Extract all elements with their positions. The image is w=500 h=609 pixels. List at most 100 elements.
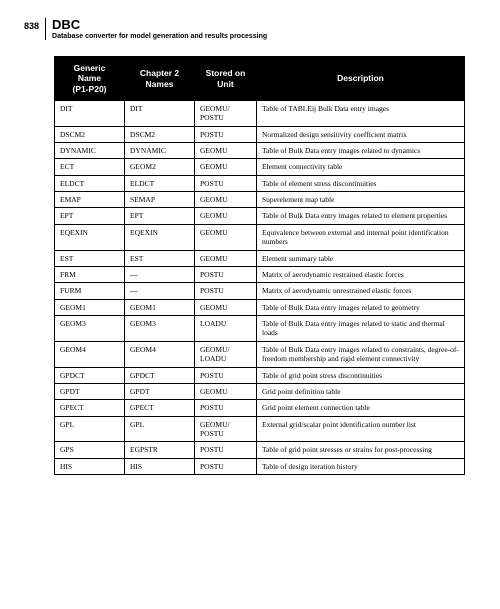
table-cell: GPDCT — [125, 367, 195, 383]
table-cell: Element summary table — [257, 250, 465, 266]
table-cell: Table of Bulk Data entry images related … — [257, 208, 465, 224]
table-cell: EPT — [55, 208, 125, 224]
table-cell: GEOM4 — [125, 341, 195, 367]
table-cell: EQEXIN — [125, 224, 195, 250]
table-cell: POSTU — [195, 400, 257, 416]
table-cell: GEOMU — [195, 208, 257, 224]
table-row: EQEXINEQEXINGEOMUEquivalence between ext… — [55, 224, 465, 250]
table-cell: GEOMU — [195, 159, 257, 175]
table-row: DITDITGEOMU/POSTUTable of TABLEij Bulk D… — [55, 100, 465, 126]
table-cell: HIS — [125, 458, 195, 474]
table-row: FRM---POSTUMatrix of aerodynamic restrai… — [55, 266, 465, 282]
table-row: GEOM4GEOM4GEOMU/LOADUTable of Bulk Data … — [55, 341, 465, 367]
table-row: GPSEGPSTRPOSTUTable of grid point stress… — [55, 442, 465, 458]
table-cell: Table of element stress discontinuities — [257, 175, 465, 191]
table-cell: Table of TABLEij Bulk Data entry images — [257, 100, 465, 126]
table-cell: EST — [125, 250, 195, 266]
table-cell: Equivalence between external and interna… — [257, 224, 465, 250]
table-row: GPECTGPECTPOSTUGrid point element connec… — [55, 400, 465, 416]
column-header: Stored onUnit — [195, 57, 257, 101]
table-cell: FRM — [55, 266, 125, 282]
table-cell: DYNAMIC — [55, 142, 125, 158]
table-cell: GEOM1 — [55, 299, 125, 315]
table-cell: DSCM2 — [55, 126, 125, 142]
table-cell: Table of Bulk Data entry images related … — [257, 316, 465, 342]
table-cell: Element connectivity table — [257, 159, 465, 175]
column-header: GenericName(P1-P20) — [55, 57, 125, 101]
table-cell: GEOM2 — [125, 159, 195, 175]
table-cell: GEOMU — [195, 299, 257, 315]
table-cell: GPDCT — [55, 367, 125, 383]
table-cell: GEOMU — [195, 383, 257, 399]
table-cell: --- — [125, 283, 195, 299]
table-header: GenericName(P1-P20)Chapter 2NamesStored … — [55, 57, 465, 101]
table-cell: ELDCT — [125, 175, 195, 191]
title-block: DBC Database converter for model generat… — [52, 18, 267, 40]
table-row: ESTESTGEOMU Element summary table — [55, 250, 465, 266]
table-cell: DYNAMIC — [125, 142, 195, 158]
table-cell: Table of Bulk Data entry images related … — [257, 142, 465, 158]
table-cell: GPS — [55, 442, 125, 458]
table-cell: External grid/scalar point identificatio… — [257, 416, 465, 442]
page-header: 838 DBC Database converter for model gen… — [24, 18, 476, 40]
table-cell: ELDCT — [55, 175, 125, 191]
table-cell: GPECT — [55, 400, 125, 416]
table-cell: GPDT — [55, 383, 125, 399]
table-cell: GEOMU/POSTU — [195, 416, 257, 442]
page-subtitle: Database converter for model generation … — [52, 33, 267, 40]
table-row: ECTGEOM2GEOMUElement connectivity table — [55, 159, 465, 175]
table-row: GPDCTGPDCTPOSTUTable of grid point stres… — [55, 367, 465, 383]
table-cell: GEOM4 — [55, 341, 125, 367]
table-cell: GPECT — [125, 400, 195, 416]
table-cell: Table of Bulk Data entry images related … — [257, 299, 465, 315]
table-cell: GEOMU — [195, 224, 257, 250]
table-cell: EQEXIN — [55, 224, 125, 250]
table-cell: LOADU — [195, 316, 257, 342]
table-cell: POSTU — [195, 442, 257, 458]
table-cell: DSCM2 — [125, 126, 195, 142]
table-cell: ECT — [55, 159, 125, 175]
table-row: GEOM3GEOM3LOADUTable of Bulk Data entry … — [55, 316, 465, 342]
table-cell: Grid point element connection table — [257, 400, 465, 416]
table-row: EMAPSEMAPGEOMUSuperelement map table — [55, 192, 465, 208]
table-cell: GEOMU/LOADU — [195, 341, 257, 367]
table-cell: Normalized design sensitivity coefficien… — [257, 126, 465, 142]
table-cell: EMAP — [55, 192, 125, 208]
table-row: EPTEPTGEOMUTable of Bulk Data entry imag… — [55, 208, 465, 224]
table-row: GPLGPLGEOMU/POSTUExternal grid/scalar po… — [55, 416, 465, 442]
table-row: FURM---POSTUMatrix of aerodynamic unrest… — [55, 283, 465, 299]
header-divider — [45, 18, 46, 40]
table-cell: Table of Bulk Data entry images related … — [257, 341, 465, 367]
table-cell: POSTU — [195, 266, 257, 282]
page-title: DBC — [52, 18, 267, 32]
table-row: GPDT GPDTGEOMUGrid point definition tabl… — [55, 383, 465, 399]
table-cell: SEMAP — [125, 192, 195, 208]
table-row: ELDCTELDCTPOSTUTable of element stress d… — [55, 175, 465, 191]
table-cell: GPDT — [125, 383, 195, 399]
table-cell: Table of grid point stresses or strains … — [257, 442, 465, 458]
table-cell: GPL — [55, 416, 125, 442]
table-cell: POSTU — [195, 175, 257, 191]
table-row: DYNAMICDYNAMICGEOMUTable of Bulk Data en… — [55, 142, 465, 158]
table-row: HISHISPOSTUTable of design iteration his… — [55, 458, 465, 474]
table-cell: EST — [55, 250, 125, 266]
table-cell: FURM — [55, 283, 125, 299]
table-cell: Matrix of aerodynamic restrained elastic… — [257, 266, 465, 282]
table-cell: Matrix of aerodynamic unrestrained elast… — [257, 283, 465, 299]
table-cell: GEOM3 — [125, 316, 195, 342]
table-cell: Grid point definition table — [257, 383, 465, 399]
table-cell: GEOMU/POSTU — [195, 100, 257, 126]
table-cell: EPT — [125, 208, 195, 224]
table-cell: POSTU — [195, 458, 257, 474]
table-cell: DIT — [55, 100, 125, 126]
table-cell: DIT — [125, 100, 195, 126]
table-cell: GEOMU — [195, 250, 257, 266]
table-cell: POSTU — [195, 283, 257, 299]
table-cell: Table of grid point stress discontinuiti… — [257, 367, 465, 383]
data-table-container: GenericName(P1-P20)Chapter 2NamesStored … — [54, 56, 464, 475]
table-cell: GEOMU — [195, 192, 257, 208]
table-cell: GEOM1 — [125, 299, 195, 315]
table-row: DSCM2DSCM2POSTUNormalized design sensiti… — [55, 126, 465, 142]
table-cell: HIS — [55, 458, 125, 474]
table-cell: GEOMU — [195, 142, 257, 158]
